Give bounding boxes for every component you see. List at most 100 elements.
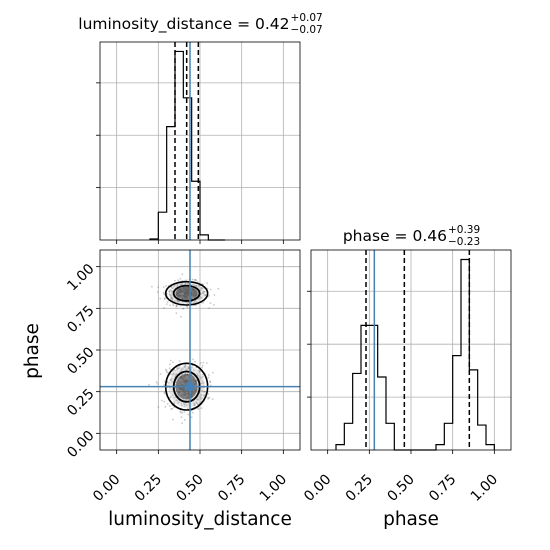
sample-point: [164, 392, 166, 395]
sample-point: [171, 361, 174, 364]
sample-point: [198, 297, 201, 300]
sample-point: [199, 396, 202, 399]
sample-point: [170, 408, 173, 410]
sample-point: [169, 294, 172, 296]
panel-border: [99, 249, 301, 451]
sample-point: [195, 284, 198, 287]
sample-point: [171, 298, 174, 301]
sample-point: [170, 290, 173, 293]
luminosity-distance-panel: [96, 41, 301, 244]
sample-point: [175, 399, 178, 402]
sample-point: [198, 370, 201, 373]
sample-point: [176, 283, 178, 286]
sample-point: [200, 407, 203, 410]
sample-point: [201, 396, 203, 399]
sample-point: [183, 403, 186, 406]
sample-point: [206, 282, 208, 285]
sample-point: [187, 372, 189, 374]
sample-point: [209, 381, 212, 384]
sample-point: [168, 290, 171, 293]
sample-point: [199, 362, 202, 364]
panel-title: luminosity_distance = 0.42 +0.07−0.07: [78, 12, 322, 36]
sample-point: [202, 301, 204, 304]
sample-point: [200, 393, 203, 396]
sample-point: [187, 413, 190, 416]
sample-point: [168, 367, 171, 370]
sample-point: [167, 382, 170, 384]
sample-point: [169, 373, 172, 376]
sample-point: [157, 286, 160, 289]
density-core: [175, 286, 198, 300]
sample-point: [201, 375, 204, 378]
sample-point: [180, 283, 183, 286]
sample-point: [155, 381, 158, 383]
sample-point: [182, 307, 185, 310]
sample-point: [180, 315, 182, 318]
sample-point: [175, 305, 178, 308]
sample-point: [198, 402, 201, 404]
sample-point: [163, 391, 166, 394]
sample-point: [193, 284, 196, 287]
sample-point: [193, 404, 196, 407]
title-text: phase = 0.46: [343, 227, 447, 245]
sample-point: [164, 405, 167, 408]
sample-point: [190, 373, 193, 376]
sample-point: [178, 367, 180, 369]
sample-point: [175, 373, 178, 375]
sample-point: [187, 366, 190, 368]
sample-point: [179, 411, 182, 414]
sample-point: [171, 373, 174, 376]
sample-point: [183, 419, 186, 421]
panel-border: [99, 41, 301, 241]
sample-point: [164, 368, 167, 371]
sample-point: [196, 402, 199, 405]
sample-point: [179, 277, 182, 280]
sample-point: [197, 403, 199, 406]
x-axis-label: phase: [383, 509, 439, 530]
sample-point: [195, 300, 198, 303]
sample-point: [200, 296, 203, 299]
sample-point: [192, 369, 195, 372]
sample-point: [159, 297, 162, 300]
sample-point: [200, 292, 203, 295]
sample-point: [201, 389, 204, 392]
sample-point: [166, 402, 169, 405]
sample-point: [194, 360, 196, 363]
y-axis-label: phase: [22, 323, 43, 379]
sample-point: [196, 372, 198, 375]
title-upper-error: +0.39: [448, 224, 480, 236]
sample-point: [201, 292, 204, 295]
sample-point: [169, 379, 172, 382]
sample-point: [181, 282, 184, 285]
sample-point: [174, 279, 176, 282]
y-tick-label: 0.25: [64, 386, 97, 419]
sample-point: [193, 300, 196, 302]
sample-point: [217, 287, 220, 290]
sample-point: [172, 303, 174, 305]
sample-point: [183, 411, 186, 414]
sample-point: [170, 297, 173, 299]
sample-point: [169, 363, 171, 366]
sample-point: [211, 371, 214, 374]
sample-point: [197, 369, 200, 372]
sample-point: [168, 290, 171, 293]
sample-point: [171, 381, 174, 383]
sample-point: [191, 364, 194, 367]
sample-point: [192, 283, 195, 286]
sample-point: [170, 291, 173, 293]
sample-point: [200, 394, 203, 397]
sample-point: [193, 403, 196, 406]
sample-point: [184, 365, 187, 368]
sample-point: [180, 370, 183, 372]
sample-point: [202, 381, 205, 384]
sample-point: [162, 291, 165, 294]
x-tick-label: 0.75: [426, 472, 459, 505]
sample-point: [183, 365, 186, 367]
sample-point: [169, 289, 172, 291]
sample-point: [208, 294, 211, 297]
x-tick-label: 1.00: [257, 472, 290, 505]
sample-point: [195, 401, 198, 404]
sample-point: [176, 402, 179, 404]
x-tick-label: 0.00: [301, 472, 334, 505]
